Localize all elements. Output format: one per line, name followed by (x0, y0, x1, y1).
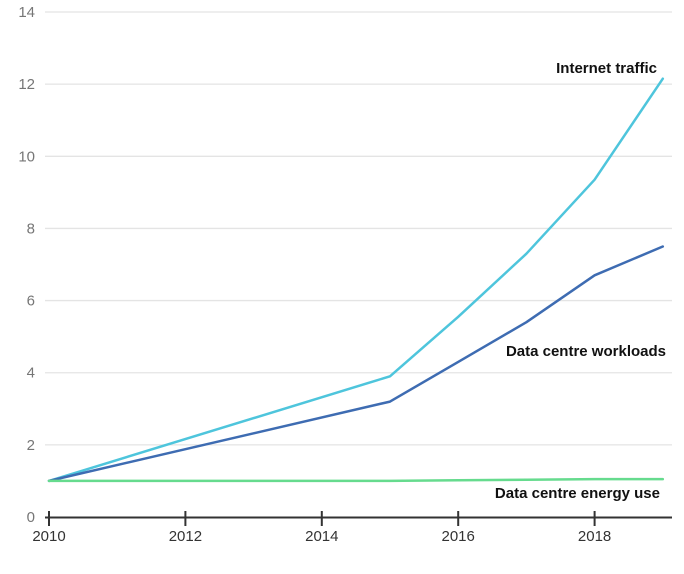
x-tick-label: 2014 (305, 528, 338, 545)
x-tick-label: 2010 (32, 528, 65, 545)
x-tick-label: 2018 (578, 528, 611, 545)
series-label-internet-traffic: Internet traffic (556, 60, 657, 77)
y-tick-label: 12 (18, 76, 35, 93)
y-tick-label: 6 (27, 293, 35, 310)
y-tick-label: 2 (27, 437, 35, 454)
y-tick-label: 8 (27, 220, 35, 237)
y-tick-label: 14 (18, 4, 35, 21)
series-line-data-centre-energy-use (47, 477, 665, 483)
series-label-data-centre-workloads: Data centre workloads (506, 343, 666, 360)
x-tick-label: 2012 (169, 528, 202, 545)
series-label-data-centre-energy-use: Data centre energy use (495, 485, 660, 502)
y-tick-label: 10 (18, 148, 35, 165)
series-line-data-centre-workloads (47, 245, 665, 483)
x-tick-label: 2016 (442, 528, 475, 545)
y-tick-label: 0 (27, 509, 35, 526)
series-line-internet-traffic (47, 77, 665, 483)
y-tick-label: 4 (27, 365, 35, 382)
